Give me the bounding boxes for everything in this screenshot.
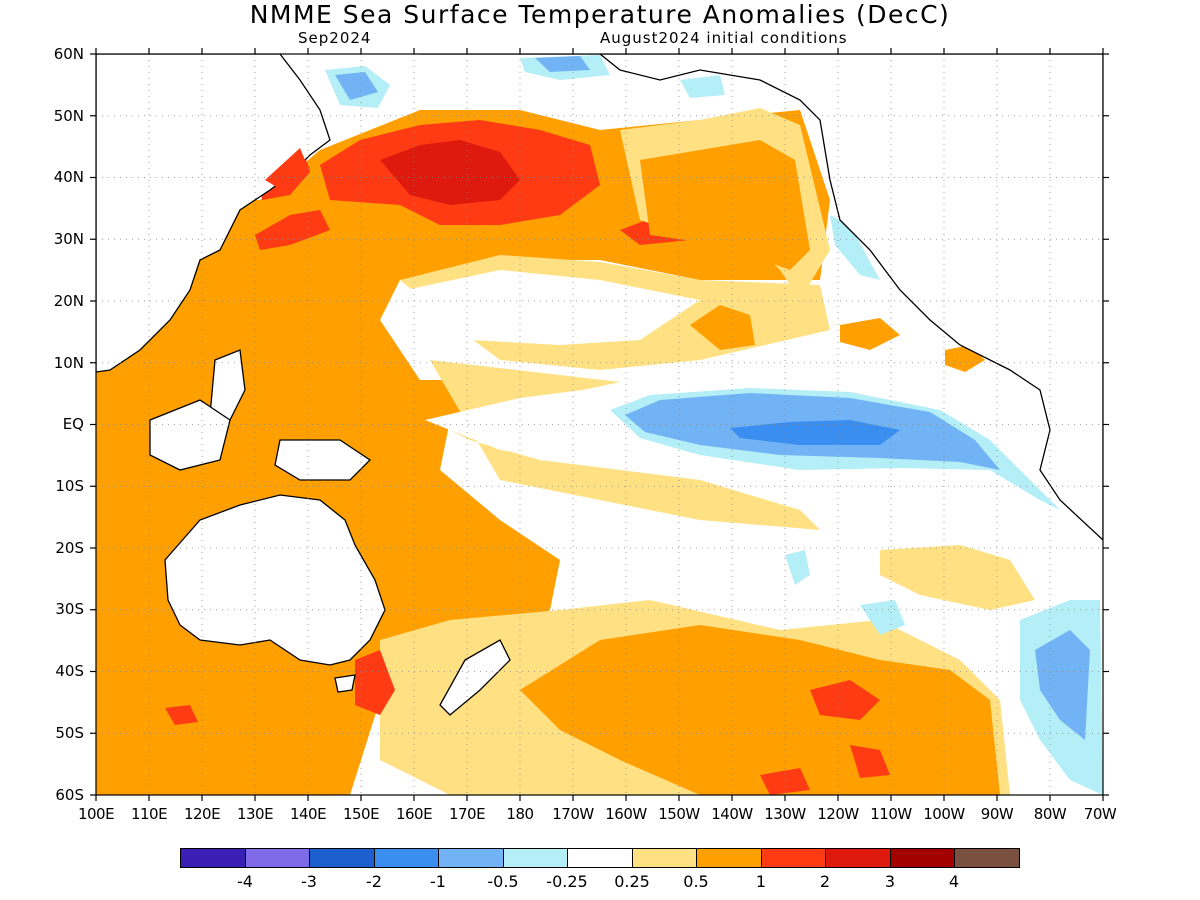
initial-conditions: August2024 initial conditions <box>600 29 848 47</box>
lon-label: 70W <box>1083 805 1117 823</box>
colorbar-swatch <box>825 848 891 868</box>
colorbar-label: -1 <box>430 872 446 891</box>
lat-label: 60N <box>53 45 84 63</box>
colorbar-swatch <box>438 848 504 868</box>
colorbar-label: -2 <box>366 872 382 891</box>
lon-label: 170W <box>552 805 594 823</box>
lat-label: 40N <box>53 168 84 186</box>
lon-label: 110E <box>130 805 168 823</box>
lon-label: 160E <box>395 805 433 823</box>
lat-label: 10N <box>53 354 84 372</box>
lon-label: 100E <box>77 805 115 823</box>
colorbar-swatch <box>502 848 568 868</box>
colorbar-label: -0.5 <box>487 872 519 891</box>
colorbar-swatch <box>309 848 375 868</box>
axis-ticks <box>90 48 1109 801</box>
lat-label: 30S <box>55 600 84 618</box>
colorbar-swatch <box>954 848 1020 868</box>
lon-label: 160W <box>605 805 647 823</box>
colorbar-swatch <box>567 848 633 868</box>
colorbar-swatch <box>696 848 762 868</box>
lat-label: 50S <box>55 724 84 742</box>
colorbar-swatch <box>373 848 439 868</box>
land-outline <box>96 54 1103 716</box>
lon-label: 130W <box>764 805 806 823</box>
lat-label: 60S <box>55 786 84 804</box>
lon-label: 180 <box>506 805 534 823</box>
colorbar-swatch <box>760 848 826 868</box>
colorbar-label: 0.5 <box>683 872 709 891</box>
colorbar-label: 1 <box>755 872 767 891</box>
lon-label: 80W <box>1033 805 1067 823</box>
colorbar-label: -0.25 <box>546 872 588 891</box>
lon-label: 90W <box>980 805 1014 823</box>
lon-label: 150W <box>658 805 700 823</box>
lat-label: 40S <box>55 662 84 680</box>
lon-label: 130E <box>236 805 274 823</box>
colorbar-label: 3 <box>884 872 896 891</box>
lon-label: 100W <box>923 805 965 823</box>
colorbar-swatch <box>180 848 246 868</box>
colorbar-swatch <box>889 848 955 868</box>
colorbar-swatch <box>631 848 697 868</box>
lat-label: EQ <box>62 415 84 433</box>
lon-label: 150E <box>342 805 380 823</box>
colorbar-label: 0.25 <box>614 872 650 891</box>
lat-label: 30N <box>53 230 84 248</box>
colorbar-label: 4 <box>948 872 960 891</box>
lon-label: 120E <box>183 805 221 823</box>
colorbar-swatch <box>244 848 310 868</box>
map-title: NMME Sea Surface Temperature Anomalies (… <box>249 0 951 29</box>
colorbar-label: -4 <box>237 872 253 891</box>
lon-label: 170E <box>448 805 486 823</box>
lon-label: 140E <box>289 805 327 823</box>
lon-label: 110W <box>870 805 912 823</box>
lon-label: 140W <box>711 805 753 823</box>
lat-label: 50N <box>53 107 84 125</box>
lat-label: 20N <box>53 292 84 310</box>
colorbar-label: -3 <box>301 872 317 891</box>
forecast-month: Sep2024 <box>298 29 372 47</box>
lat-label: 10S <box>55 477 84 495</box>
lat-label: 20S <box>55 539 84 557</box>
lon-label: 120W <box>817 805 859 823</box>
colorbar-label: 2 <box>819 872 831 891</box>
